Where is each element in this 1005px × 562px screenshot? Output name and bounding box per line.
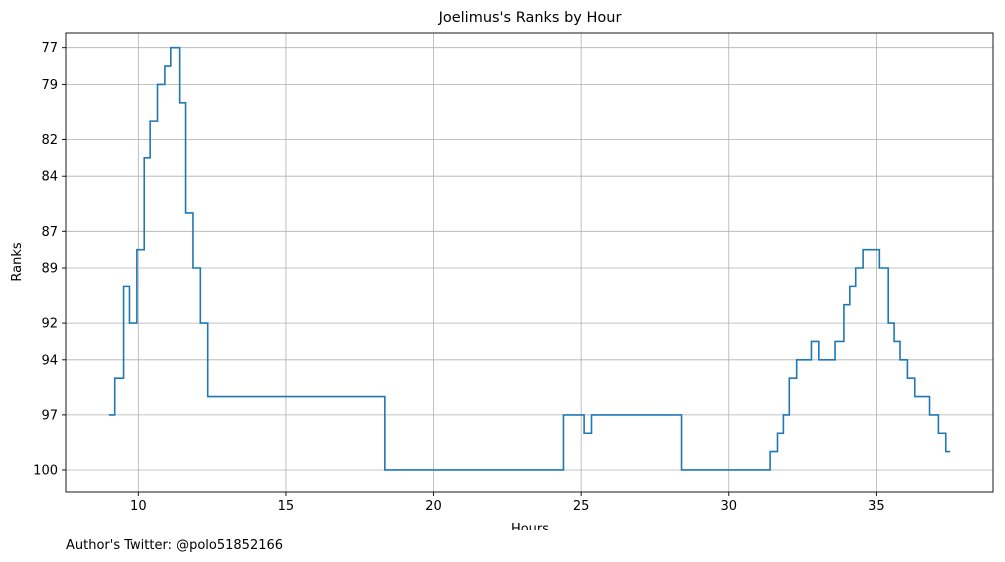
x-tick-label: 25 xyxy=(573,499,590,514)
series-line-ranks xyxy=(108,46,951,471)
author-credit: Author's Twitter: @polo51852166 xyxy=(66,538,284,553)
x-tick-label: 10 xyxy=(130,499,147,514)
y-tick-label: 84 xyxy=(41,170,58,185)
x-tick-label: 20 xyxy=(425,499,442,514)
x-axis-ticks: 10 15 20 25 30 35 xyxy=(130,492,885,514)
chart-title: Joelimus's Ranks by Hour xyxy=(438,10,622,26)
rank-chart: Joelimus's Ranks by Hour 10 15 20 25 30 35 77… xyxy=(10,10,994,530)
x-tick-label: 35 xyxy=(868,499,885,514)
y-tick-label: 77 xyxy=(41,41,58,56)
y-tick-label: 79 xyxy=(41,78,58,93)
y-tick-label: 92 xyxy=(41,317,58,332)
x-axis-label: Hours xyxy=(511,522,549,530)
y-axis-ticks: 77 79 82 84 87 89 92 94 97 100 xyxy=(33,41,66,478)
y-tick-label: 87 xyxy=(41,225,58,240)
y-tick-label: 100 xyxy=(33,463,58,478)
grid-lines xyxy=(66,33,993,492)
y-axis-label: Ranks xyxy=(10,242,25,281)
y-tick-label: 82 xyxy=(41,133,58,148)
x-tick-label: 15 xyxy=(278,499,295,514)
y-tick-label: 94 xyxy=(41,353,58,368)
y-tick-label: 97 xyxy=(41,408,58,423)
plot-frame xyxy=(65,32,994,493)
y-tick-label: 89 xyxy=(41,262,58,277)
x-tick-label: 30 xyxy=(721,499,738,514)
